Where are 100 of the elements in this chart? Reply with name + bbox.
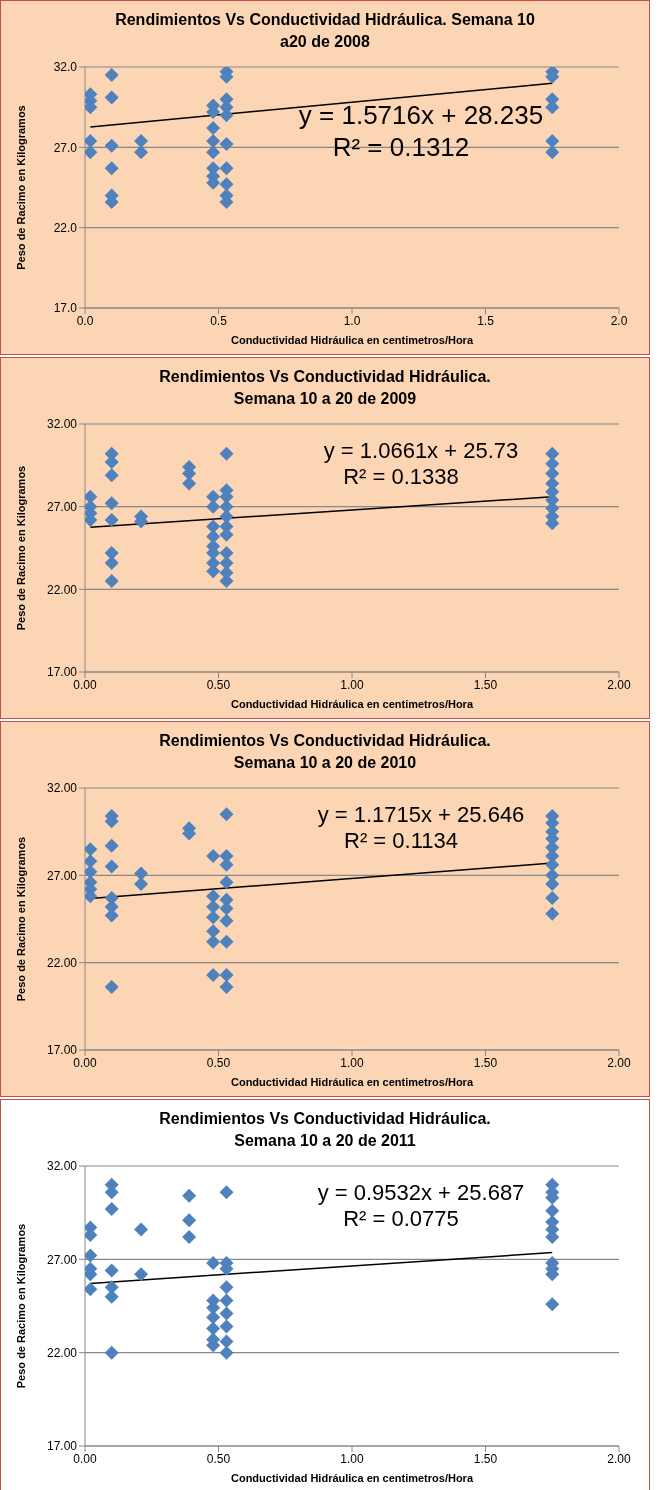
point — [85, 1248, 98, 1263]
x-tick-label: 1.5 — [477, 313, 495, 328]
x-tick-label: 1.00 — [340, 1055, 364, 1070]
point — [206, 889, 221, 904]
point — [134, 877, 149, 892]
annotation: y = 1.1715x + 25.646 — [316, 802, 526, 828]
y-tick-label: 17.00 — [46, 1439, 78, 1454]
point — [134, 133, 149, 148]
point — [104, 1345, 119, 1360]
x-tick-label: 1.50 — [473, 1055, 498, 1070]
x-tick-label: 0.50 — [206, 677, 231, 692]
point — [219, 137, 234, 152]
point — [545, 891, 560, 906]
y-tick-label: 27.0 — [53, 140, 78, 155]
point — [104, 496, 119, 511]
point — [545, 1203, 560, 1218]
point — [206, 1256, 221, 1271]
point — [545, 906, 560, 921]
x-tick-label: 0.50 — [206, 1451, 231, 1466]
chart-title: Rendimientos Vs Conductividad Hidráulica. Semana 10 a 20 de 2009 — [158, 367, 492, 409]
y-tick-label: 22.0 — [53, 220, 78, 235]
x-tick-label: 1.00 — [340, 1451, 364, 1466]
point — [182, 476, 197, 491]
point — [104, 980, 119, 995]
point — [104, 90, 119, 105]
point — [206, 121, 221, 136]
y-tick-label: 27.00 — [46, 499, 78, 514]
annotation: y = 1.0661x + 25.73 — [322, 438, 520, 464]
x-tick-label: 2.00 — [607, 677, 631, 692]
point — [85, 864, 98, 879]
x-tick-label: 2.00 — [607, 1055, 631, 1070]
point — [104, 859, 119, 874]
x-tick-label: 1.0 — [343, 313, 361, 328]
point — [134, 866, 149, 881]
x-axis-title: Conductividad Hidráulica en centimetros/Hora — [230, 698, 474, 710]
point — [182, 1229, 197, 1244]
point — [219, 934, 234, 949]
point — [206, 529, 221, 544]
point — [206, 934, 221, 949]
x-tick-label: 0.00 — [73, 1451, 97, 1466]
point — [219, 980, 234, 995]
y-axis-title: Peso de Racimo en Kilogramos — [14, 465, 27, 631]
point — [134, 1222, 149, 1237]
chart-title: Rendimientos Vs Conductividad Hidráulica. Semana 10 a 20 de 2010 — [158, 731, 492, 773]
point — [104, 512, 119, 527]
x-axis-title: Conductividad Hidráulica en centimetros/Hora — [230, 1472, 474, 1484]
point — [219, 574, 234, 589]
point — [134, 145, 149, 160]
annotation: R² = 0.1312 — [331, 131, 471, 163]
y-tick-label: 27.00 — [46, 1252, 78, 1267]
point — [206, 849, 221, 864]
point — [219, 446, 234, 461]
point — [219, 1293, 234, 1308]
x-tick-label: 0.50 — [206, 1055, 231, 1070]
point — [219, 499, 234, 514]
point — [206, 967, 221, 982]
point — [104, 545, 119, 560]
point — [545, 145, 560, 160]
point — [104, 68, 119, 83]
y-tick-label: 17.0 — [53, 301, 78, 316]
y-tick-label: 32.00 — [46, 417, 78, 432]
point — [219, 913, 234, 928]
point — [219, 545, 234, 560]
point — [182, 1213, 197, 1228]
x-tick-label: 2.00 — [607, 1451, 631, 1466]
point — [219, 1306, 234, 1321]
x-tick-label: 0.0 — [76, 313, 94, 328]
y-tick-label: 17.00 — [46, 1043, 78, 1058]
x-tick-label: 1.00 — [340, 677, 364, 692]
point — [206, 1321, 221, 1336]
annotation: R² = 0.0775 — [342, 1206, 460, 1232]
point — [219, 967, 234, 982]
y-tick-label: 17.00 — [46, 665, 78, 680]
point — [206, 1310, 221, 1325]
point — [219, 807, 234, 822]
point — [206, 499, 221, 514]
point — [545, 133, 560, 148]
point — [219, 161, 234, 176]
point — [219, 875, 234, 890]
y-axis-title: Peso de Racimo en Kilogramos — [14, 836, 27, 1002]
y-axis-title: Peso de Racimo en Kilogramos — [14, 1223, 27, 1389]
x-tick-label: 2.0 — [610, 313, 628, 328]
annotation: R² = 0.1134 — [343, 828, 459, 854]
annotation: y = 0.9532x + 25.687 — [316, 1180, 526, 1206]
x-tick-label: 0.00 — [73, 1055, 97, 1070]
point — [219, 1280, 234, 1295]
point — [219, 1185, 234, 1200]
point — [134, 1267, 149, 1282]
x-tick-label: 0.00 — [73, 677, 97, 692]
point — [219, 1334, 234, 1349]
y-tick-label: 32.00 — [46, 1159, 78, 1174]
point — [206, 899, 221, 914]
point — [104, 468, 119, 483]
point — [104, 138, 119, 153]
annotation: y = 1.5716x + 28.235 — [297, 99, 545, 131]
point — [545, 1297, 560, 1312]
point — [85, 133, 98, 148]
point — [85, 854, 98, 869]
y-tick-label: 22.00 — [46, 955, 78, 970]
point — [219, 509, 234, 524]
